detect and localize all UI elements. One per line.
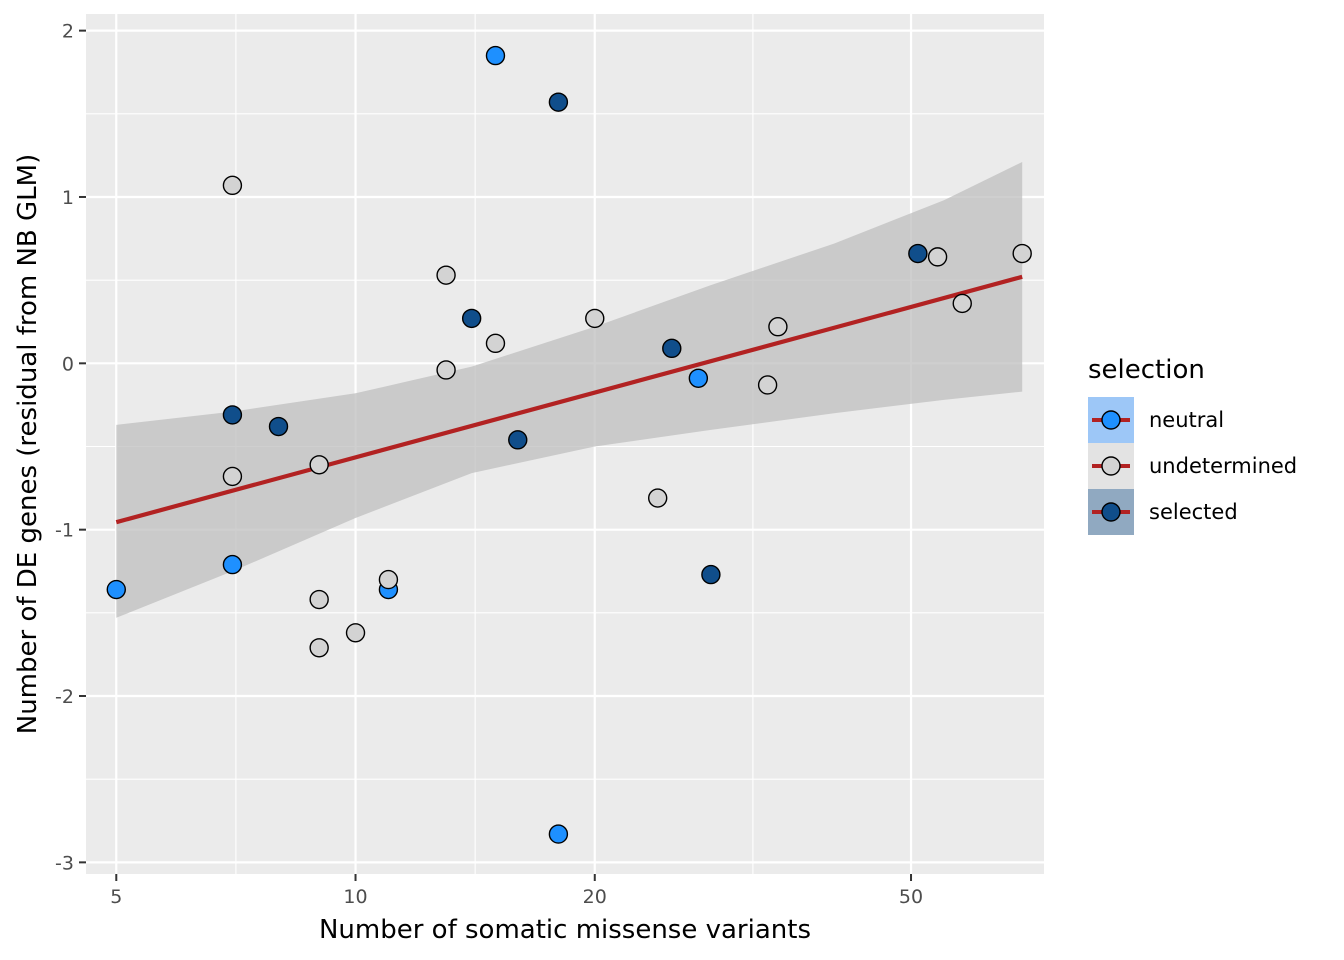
point-undetermined [757, 375, 778, 395]
point-selected [461, 308, 482, 329]
legend-point-neutral [1101, 410, 1121, 430]
x-tick-label: 10 [343, 886, 367, 908]
point-neutral [548, 824, 569, 844]
point-undetermined [309, 589, 329, 610]
y-tick-label: -2 [55, 686, 74, 708]
legend-title: selection [1088, 355, 1205, 385]
point-neutral [106, 579, 126, 600]
point-undetermined [1012, 243, 1032, 264]
y-tick-label: 1 [62, 187, 74, 209]
y-tick-label: 2 [62, 21, 74, 43]
x-axis: 5 10 20 50 [110, 874, 923, 908]
x-axis-title: Number of somatic missense variants [319, 915, 811, 945]
point-neutral [222, 554, 243, 575]
x-tick-label: 20 [583, 886, 607, 908]
point-selected [222, 405, 243, 425]
point-undetermined [647, 488, 668, 508]
legend-point-selected [1101, 502, 1121, 522]
y-tick-label: -1 [55, 520, 74, 542]
data-points [106, 45, 1032, 844]
y-axis: -3 -2 -1 0 1 2 [55, 21, 86, 874]
point-undetermined [436, 360, 456, 380]
point-undetermined [309, 638, 329, 658]
x-tick-label: 50 [899, 886, 923, 908]
point-undetermined [927, 247, 948, 267]
point-selected [662, 338, 682, 359]
point-selected [701, 564, 721, 585]
confidence-band-area [116, 162, 1023, 618]
point-selected [268, 416, 289, 437]
legend-point-undetermined [1101, 456, 1121, 476]
y-axis-title: Number of DE genes (residual from NB GLM… [13, 154, 43, 735]
legend: selection neutral undetermined selected [1088, 355, 1297, 535]
point-undetermined [222, 175, 243, 196]
point-undetermined [952, 293, 972, 314]
point-undetermined [485, 333, 506, 354]
confidence-band [116, 162, 1023, 618]
point-undetermined [436, 265, 456, 285]
point-undetermined [585, 308, 605, 329]
fit-line-group [115, 274, 1023, 525]
point-selected [548, 92, 569, 112]
point-undetermined [378, 569, 399, 590]
point-undetermined [309, 455, 329, 475]
fit-line [115, 274, 1023, 525]
point-neutral [485, 45, 506, 66]
point-undetermined [345, 623, 366, 643]
x-tick-label: 5 [110, 886, 122, 908]
point-selected [908, 243, 928, 264]
point-selected [508, 430, 528, 450]
point-undetermined [222, 466, 243, 487]
y-tick-label: -3 [55, 852, 74, 874]
legend-label-undetermined: undetermined [1149, 454, 1297, 478]
legend-label-selected: selected [1149, 500, 1238, 524]
legend-label-neutral: neutral [1149, 408, 1224, 432]
y-tick-label: 0 [62, 353, 74, 375]
point-undetermined [768, 317, 788, 337]
point-neutral [688, 368, 709, 388]
